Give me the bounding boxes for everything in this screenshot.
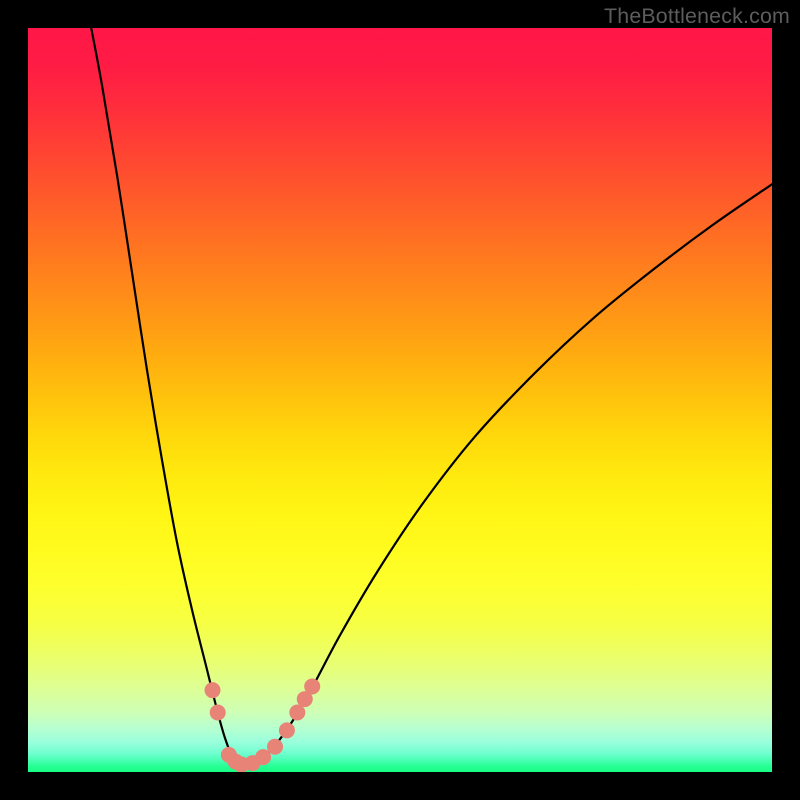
data-marker: [279, 723, 294, 738]
plot-area: [28, 28, 772, 772]
data-marker: [305, 679, 320, 694]
data-marker: [256, 750, 271, 765]
watermark-text: TheBottleneck.com: [604, 4, 790, 29]
gradient-background: [28, 28, 772, 772]
data-marker: [210, 705, 225, 720]
data-marker: [205, 683, 220, 698]
chart-frame: TheBottleneck.com: [0, 0, 800, 800]
plot-svg: [28, 28, 772, 772]
data-marker: [268, 739, 283, 754]
data-marker: [290, 705, 305, 720]
